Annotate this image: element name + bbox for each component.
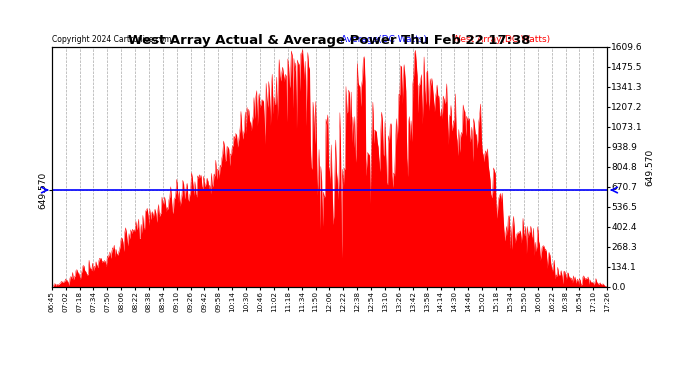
Text: Average(DC Watts): Average(DC Watts) [341,36,426,45]
Y-axis label: 649.570: 649.570 [646,148,655,186]
Text: West Array(DC Watts): West Array(DC Watts) [452,36,550,45]
Title: West Array Actual & Average Power Thu Feb 22 17:38: West Array Actual & Average Power Thu Fe… [128,34,531,47]
Text: Copyright 2024 Cartronics.com: Copyright 2024 Cartronics.com [52,36,172,45]
